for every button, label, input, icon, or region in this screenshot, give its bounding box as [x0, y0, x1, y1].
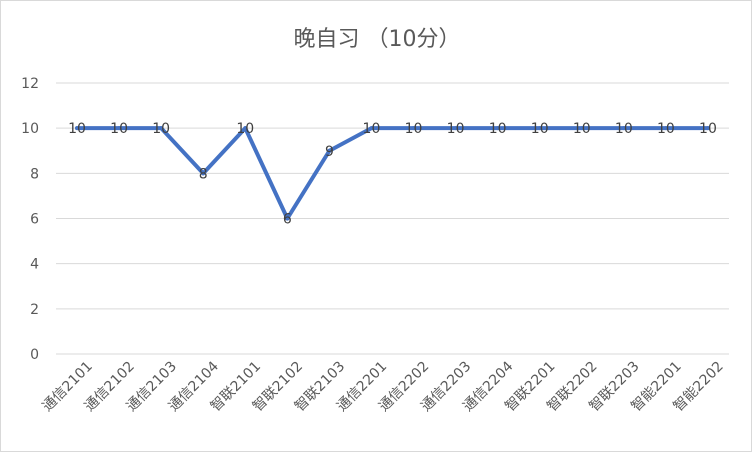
chart-title: 晚自习 （10分）	[294, 27, 461, 52]
data-point	[579, 126, 584, 131]
data-label: 10	[236, 121, 254, 137]
data-point	[663, 126, 668, 131]
y-tick-label: 4	[30, 257, 39, 273]
data-label: 10	[489, 121, 507, 137]
data-label: 10	[68, 121, 86, 137]
data-point	[117, 126, 122, 131]
data-label: 10	[573, 121, 591, 137]
data-label: 10	[152, 121, 170, 137]
y-tick-label: 8	[30, 166, 39, 182]
data-point	[201, 171, 206, 176]
data-point	[621, 126, 626, 131]
data-point	[453, 126, 458, 131]
data-label: 9	[325, 144, 334, 160]
data-point	[495, 126, 500, 131]
y-tick-label: 2	[30, 302, 39, 318]
data-point	[159, 126, 164, 131]
data-point	[411, 126, 416, 131]
data-label: 6	[283, 212, 292, 228]
data-point	[327, 148, 332, 153]
data-point	[75, 126, 80, 131]
y-tick-label: 10	[21, 121, 39, 137]
data-label: 10	[110, 121, 128, 137]
data-label: 10	[531, 121, 549, 137]
y-tick-label: 12	[21, 76, 39, 92]
data-label: 10	[363, 121, 381, 137]
data-label: 10	[405, 121, 423, 137]
data-label: 10	[615, 121, 633, 137]
series-line	[75, 126, 710, 221]
data-label: 10	[447, 121, 465, 137]
data-point	[705, 126, 710, 131]
data-point	[537, 126, 542, 131]
data-point	[285, 216, 290, 221]
data-label: 10	[657, 121, 675, 137]
data-point	[369, 126, 374, 131]
data-label: 8	[199, 166, 208, 182]
y-tick-label: 0	[30, 347, 39, 363]
data-point	[243, 126, 248, 131]
y-tick-label: 6	[30, 212, 39, 228]
data-label: 10	[699, 121, 717, 137]
